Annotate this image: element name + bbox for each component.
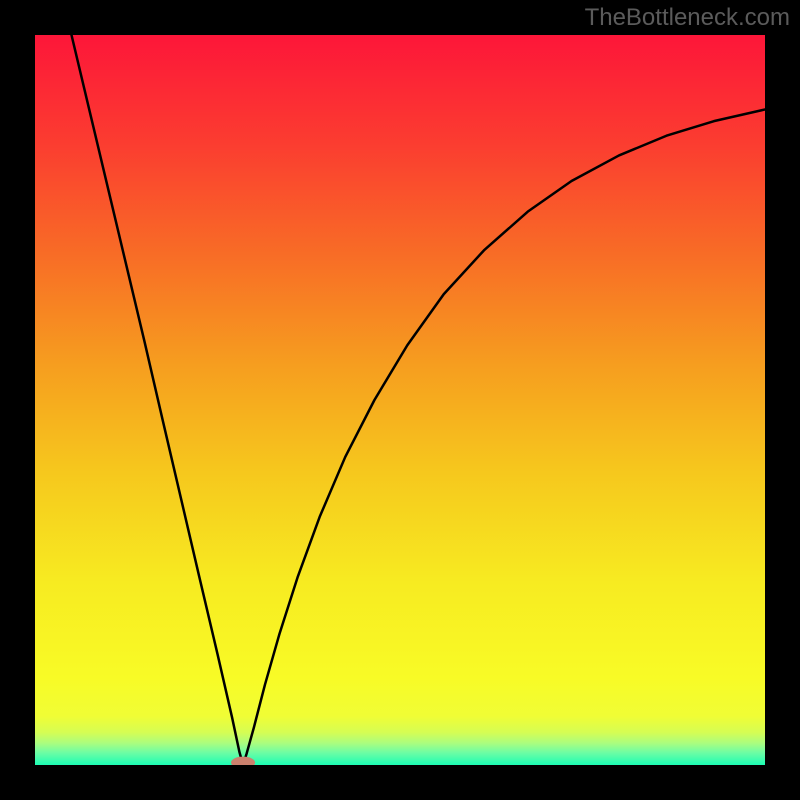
chart-svg bbox=[35, 35, 765, 765]
plot-area bbox=[35, 35, 765, 765]
watermark-text: TheBottleneck.com bbox=[585, 4, 790, 32]
gradient-background bbox=[35, 35, 765, 765]
chart-frame: TheBottleneck.com bbox=[0, 0, 800, 800]
